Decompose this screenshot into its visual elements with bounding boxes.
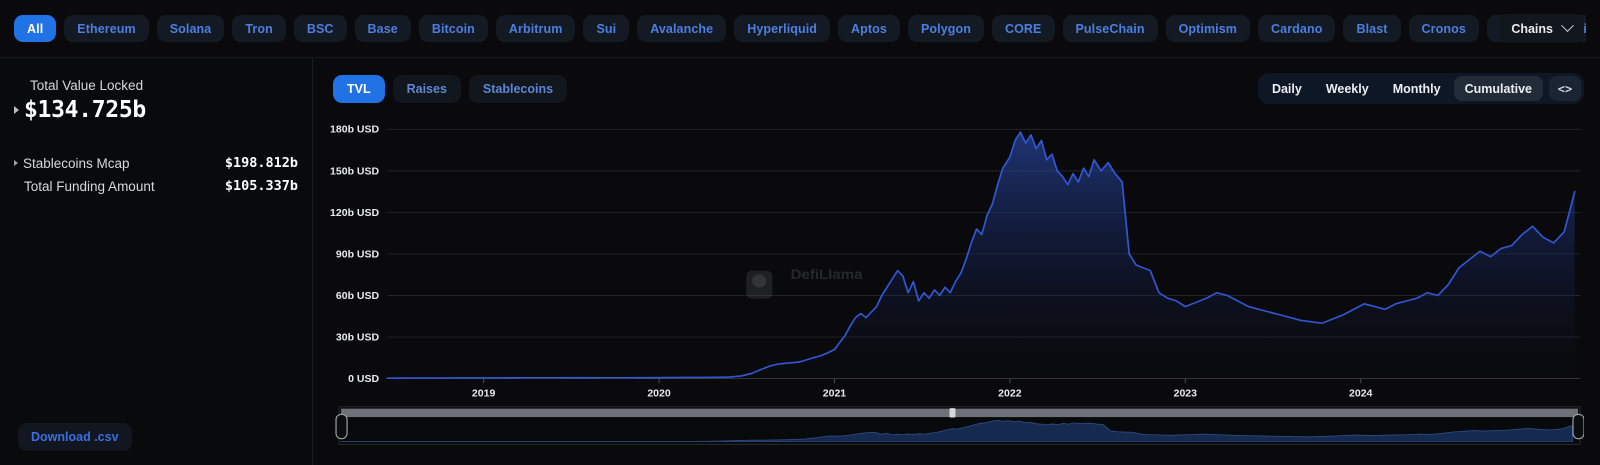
tvl-area-fill [387,132,1575,379]
chain-pill-pulsechain[interactable]: PulseChain [1062,15,1158,42]
x-axis-tick-label: 2023 [1174,389,1198,400]
chain-pill-cronos[interactable]: Cronos [1408,15,1479,42]
chain-pill-optimism[interactable]: Optimism [1165,15,1251,42]
chain-pill-blast[interactable]: Blast [1343,15,1401,42]
chain-pill-arbitrum[interactable]: Arbitrum [495,15,576,42]
tab-raises[interactable]: Raises [392,75,461,103]
chain-pill-bsc[interactable]: BSC [293,15,347,42]
period-weekly[interactable]: Weekly [1325,81,1369,96]
tab-tvl[interactable]: TVL [333,75,385,103]
y-axis-tick-label: 180b USD [330,125,379,136]
expand-stat-caret-icon[interactable] [14,160,18,166]
x-axis-tick-label: 2022 [998,389,1022,400]
brush-right-handle[interactable] [1572,413,1584,440]
stat-value: $198.812b [224,155,298,171]
dashboard-body: Total Value Locked $134.725b Stablecoins… [0,58,1600,465]
llama-logo-icon [746,270,773,299]
chain-pill-sui[interactable]: Sui [583,15,630,42]
brush-selection-bar[interactable] [341,408,1578,418]
x-axis-tick-label: 2024 [1349,389,1373,400]
tvl-row: $134.725b [14,97,298,123]
tvl-line [386,131,1576,379]
chain-pill-avalanche[interactable]: Avalanche [637,15,727,42]
x-axis-tick-label: 2020 [647,389,671,400]
tvl-value: $134.725b [24,97,146,123]
chain-pill-list[interactable]: All Ethereum Solana Tron BSC Base Bitcoin Arbit… [14,15,1586,42]
tvl-label: Total Value Locked [30,78,144,93]
chart-type-tabs[interactable]: TVL Raises Stablecoins [333,75,568,103]
brush-left-handle[interactable] [335,413,348,440]
stat-value: $105.337b [224,178,298,194]
chain-pill-all[interactable]: All [14,15,57,42]
chains-dropdown[interactable]: Chains [1499,14,1584,43]
chart-plot-area: 0 USD 30b USD 60b USD 90b USD 120b USD 150b U… [321,108,1584,465]
brush-mini-chart [340,419,1573,442]
x-axis-tick-label: 2019 [472,389,496,400]
y-axis-tick-label: 0 USD [348,374,379,385]
x-axis-tick-label: 2021 [823,389,847,400]
period-monthly[interactable]: Monthly [1392,81,1441,96]
chains-dropdown-label: Chains [1511,21,1553,36]
period-button-group[interactable]: Daily Weekly Monthly Cumulative [1261,76,1543,101]
stat-row: Stablecoins Mcap $198.812b [14,153,298,173]
tvl-area-chart[interactable]: 0 USD 30b USD 60b USD 90b USD 120b USD 150b U… [321,108,1584,465]
defillama-watermark: DefiLlama [746,267,864,299]
y-axis-tick-label: 120b USD [330,208,379,219]
stat-row: Total Funding Amount $105.337b [14,176,298,196]
chain-pill-core[interactable]: CORE [991,15,1055,42]
period-selector: Daily Weekly Monthly Cumulative <> [1257,73,1584,104]
y-axis-tick-label: 150b USD [330,167,379,178]
chain-pill-ethereum[interactable]: Ethereum [64,15,149,42]
tab-stablecoins[interactable]: Stablecoins [468,75,568,103]
chart-toolbar: TVL Raises Stablecoins Daily Weekly Monthly C… [321,73,1584,104]
range-brush[interactable] [335,406,1584,445]
chain-pill-tron[interactable]: Tron [232,15,286,42]
llama-logo-head [752,274,767,288]
stat-list: Stablecoins Mcap $198.812b Total Funding A… [14,153,298,196]
y-axis-tick-label: 90b USD [336,250,379,261]
expand-tvl-caret-icon[interactable] [14,106,19,114]
chain-pill-base[interactable]: Base [354,15,411,42]
chain-pill-bitcoin[interactable]: Bitcoin [418,15,488,42]
chain-filter-bar: All Ethereum Solana Tron BSC Base Bitcoin Arbit… [0,0,1600,58]
chain-pill-polygon[interactable]: Polygon [907,15,984,42]
stats-sidebar: Total Value Locked $134.725b Stablecoins… [0,58,313,465]
chain-pill-aptos[interactable]: Aptos [838,15,900,42]
download-csv-button[interactable]: Download .csv [18,423,132,451]
period-daily[interactable]: Daily [1271,81,1302,96]
stat-name: Total Funding Amount [24,178,155,194]
y-axis-tick-label: 30b USD [336,333,379,344]
period-cumulative[interactable]: Cumulative [1453,76,1543,101]
chart-panel: TVL Raises Stablecoins Daily Weekly Monthly C… [313,58,1600,465]
brush-drag-grip[interactable] [949,408,956,418]
chain-pill-solana[interactable]: Solana [156,15,225,42]
watermark-text: DefiLlama [791,267,864,282]
chain-pill-hyperliquid[interactable]: Hyperliquid [734,15,831,42]
stat-name: Stablecoins Mcap [23,155,130,171]
embed-code-button[interactable]: <> [1549,76,1581,101]
chevron-down-icon [1561,19,1574,33]
y-axis-tick-label: 60b USD [336,291,379,302]
chain-pill-cardano[interactable]: Cardano [1258,15,1336,42]
